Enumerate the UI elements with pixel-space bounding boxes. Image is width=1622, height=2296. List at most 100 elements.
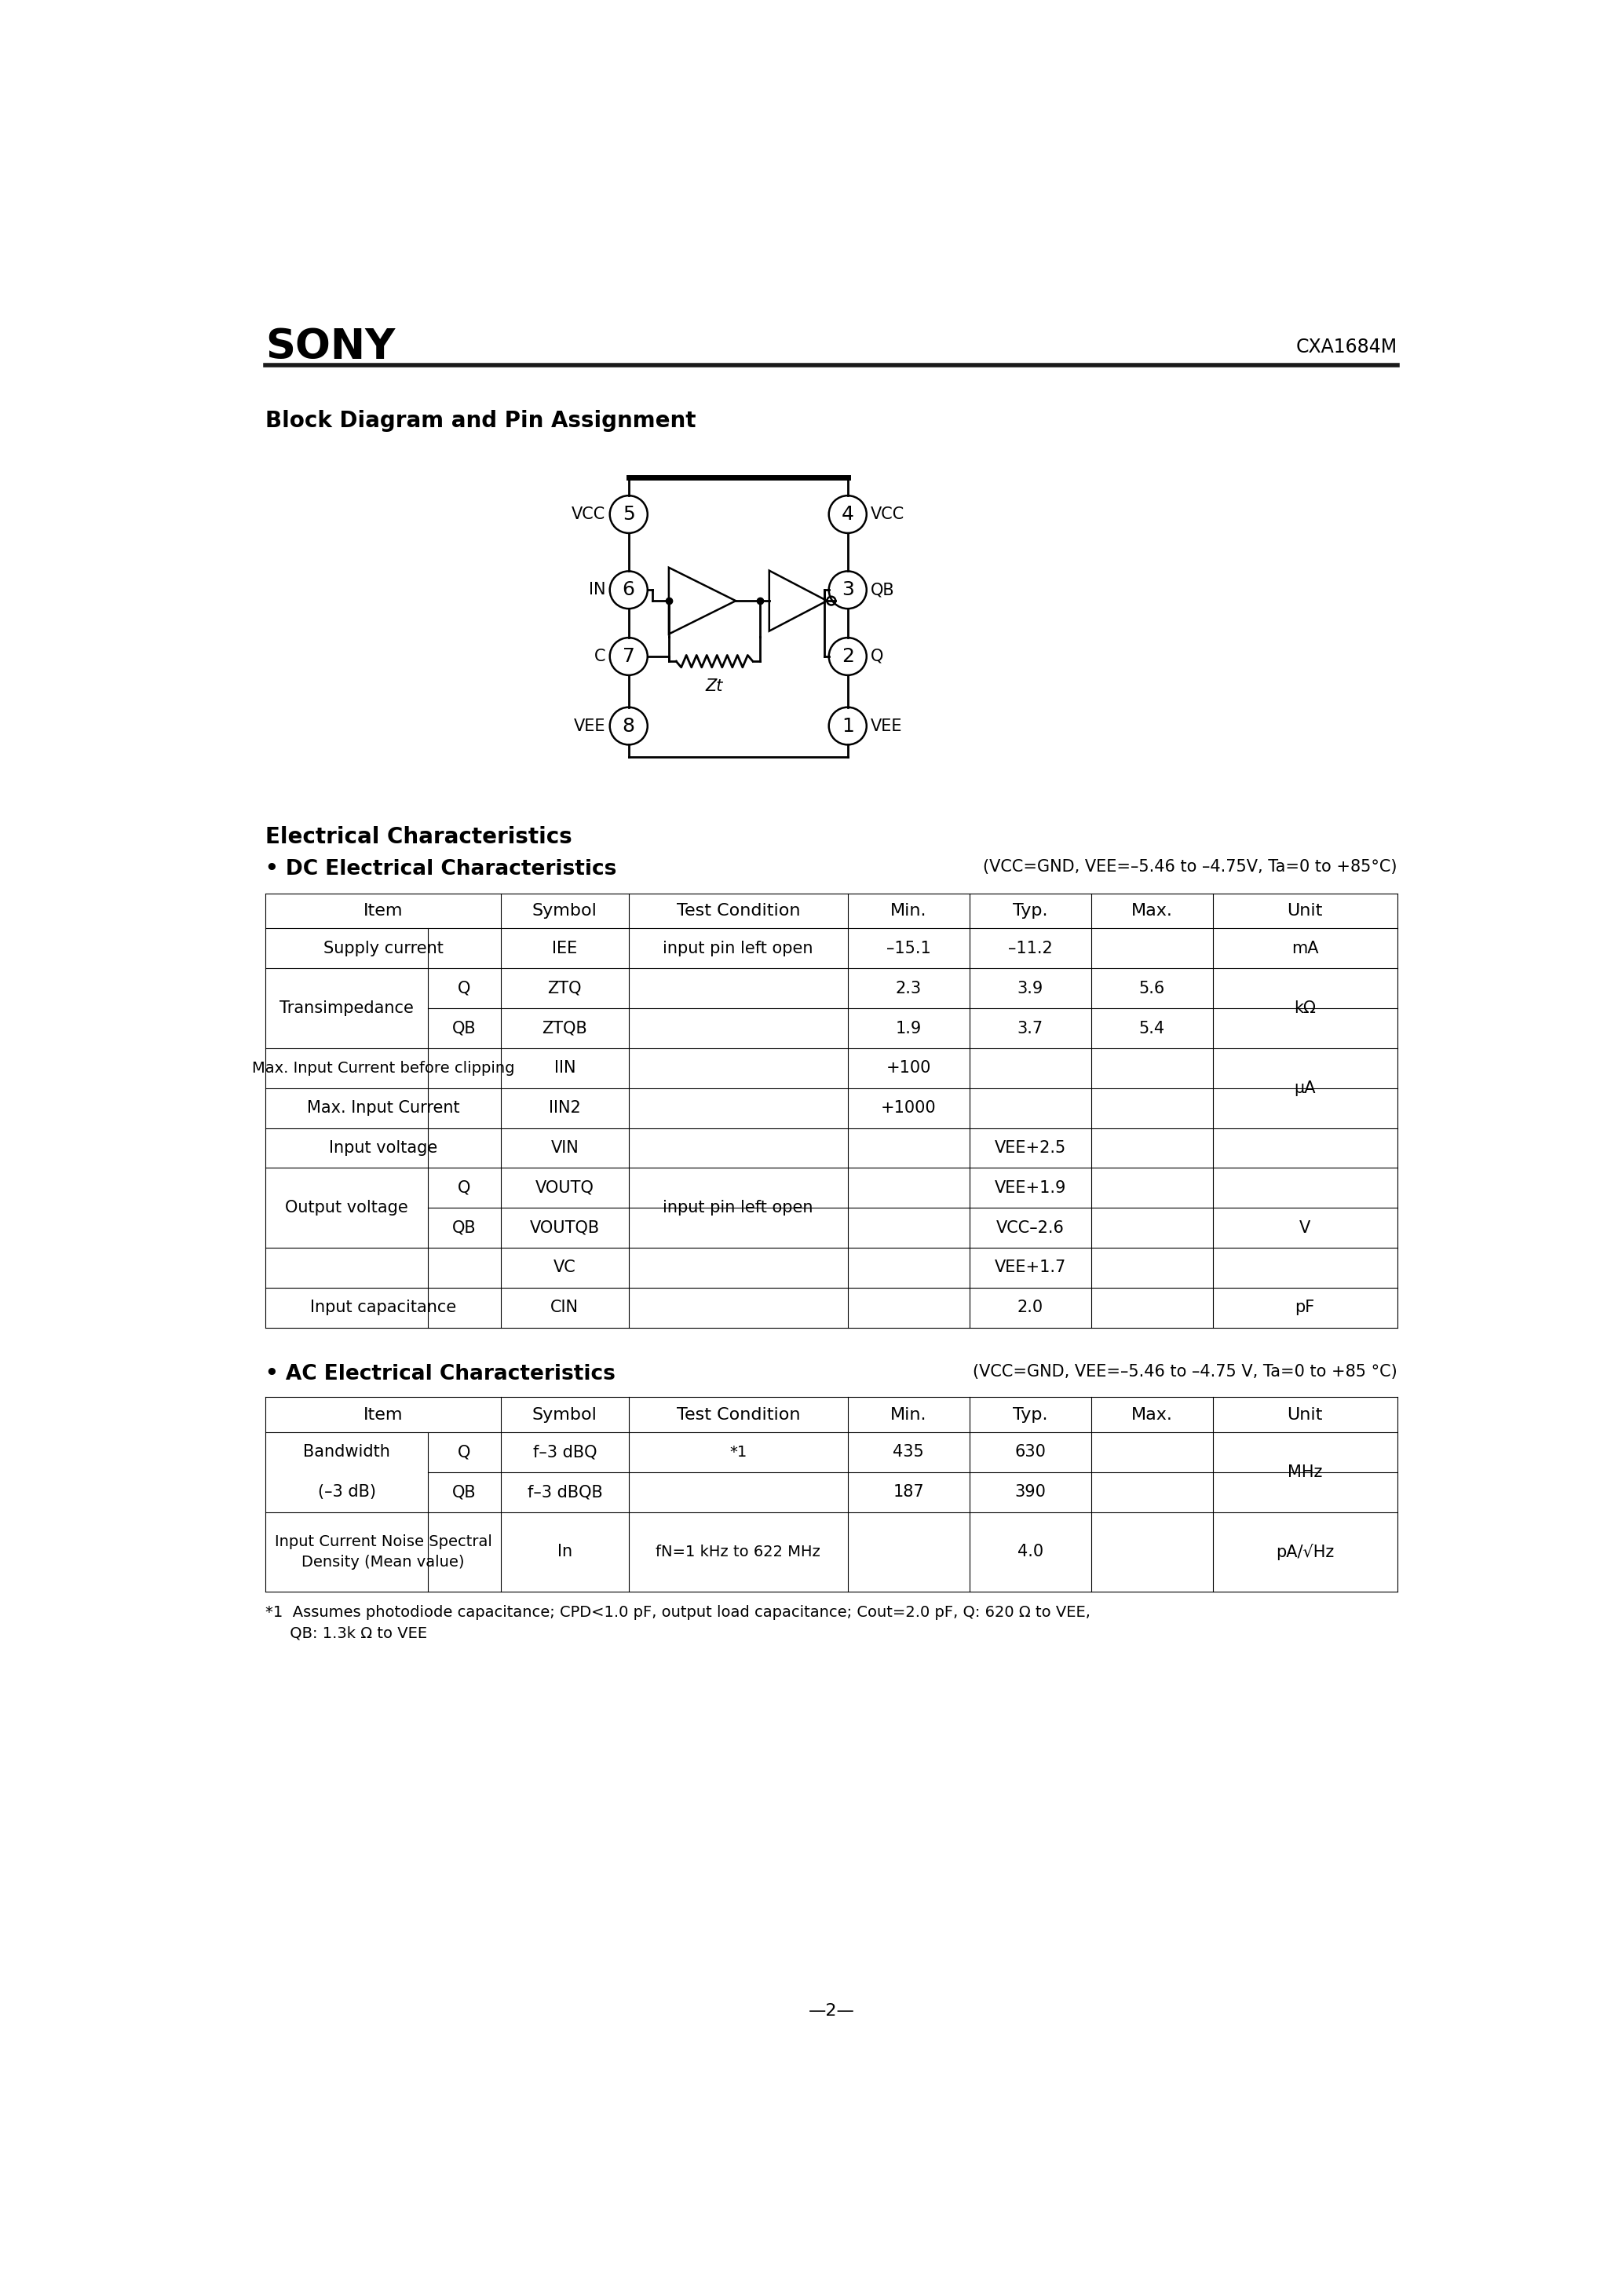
Text: Symbol: Symbol xyxy=(532,1407,597,1424)
Text: In: In xyxy=(558,1543,573,1559)
Text: QB: QB xyxy=(871,583,895,597)
Text: 435: 435 xyxy=(894,1444,925,1460)
Text: f–3 dBQ: f–3 dBQ xyxy=(532,1444,597,1460)
Text: VEE: VEE xyxy=(871,719,902,735)
Text: Zt: Zt xyxy=(706,677,723,693)
Text: Output voltage: Output voltage xyxy=(285,1201,409,1215)
Text: pF: pF xyxy=(1294,1300,1315,1316)
Text: CXA1684M: CXA1684M xyxy=(1296,338,1397,356)
Text: μA: μA xyxy=(1294,1081,1315,1095)
Text: VEE+2.5: VEE+2.5 xyxy=(994,1141,1066,1155)
Text: Min.: Min. xyxy=(890,1407,926,1424)
Text: 6: 6 xyxy=(623,581,634,599)
Text: Unit: Unit xyxy=(1288,902,1324,918)
Text: V: V xyxy=(1299,1219,1311,1235)
Text: (VCC=GND, VEE=–5.46 to –4.75 V, Ta=0 to +85 °C): (VCC=GND, VEE=–5.46 to –4.75 V, Ta=0 to … xyxy=(973,1364,1397,1380)
Text: Max.: Max. xyxy=(1131,1407,1173,1424)
Text: • AC Electrical Characteristics: • AC Electrical Characteristics xyxy=(266,1364,615,1384)
Text: (–3 dB): (–3 dB) xyxy=(318,1483,376,1499)
Text: input pin left open: input pin left open xyxy=(663,1201,813,1215)
Text: 3.9: 3.9 xyxy=(1017,980,1043,996)
Text: SONY: SONY xyxy=(266,326,396,367)
Text: 1.9: 1.9 xyxy=(895,1019,921,1035)
Text: • DC Electrical Characteristics: • DC Electrical Characteristics xyxy=(266,859,616,879)
Text: QB: 1.3k Ω to VEE: QB: 1.3k Ω to VEE xyxy=(266,1626,427,1642)
Text: VEE: VEE xyxy=(574,719,605,735)
Text: VC: VC xyxy=(553,1261,576,1277)
Text: IIN2: IIN2 xyxy=(548,1100,581,1116)
Text: Symbol: Symbol xyxy=(532,902,597,918)
Text: Min.: Min. xyxy=(890,902,926,918)
Text: *1: *1 xyxy=(730,1444,746,1460)
Text: Input capacitance: Input capacitance xyxy=(310,1300,456,1316)
Text: Unit: Unit xyxy=(1288,1407,1324,1424)
Text: Typ.: Typ. xyxy=(1012,1407,1048,1424)
Text: Test Condition: Test Condition xyxy=(676,902,800,918)
Text: QB: QB xyxy=(453,1019,477,1035)
Text: 390: 390 xyxy=(1015,1483,1046,1499)
Text: Bandwidth: Bandwidth xyxy=(303,1444,391,1460)
Text: VCC: VCC xyxy=(871,507,905,521)
Text: VOUTQB: VOUTQB xyxy=(530,1219,600,1235)
Text: 7: 7 xyxy=(623,647,634,666)
Text: f–3 dBQB: f–3 dBQB xyxy=(527,1483,602,1499)
Text: —2—: —2— xyxy=(808,2002,855,2018)
Text: Supply current: Supply current xyxy=(323,941,443,957)
Text: Q: Q xyxy=(457,980,470,996)
Text: Test Condition: Test Condition xyxy=(676,1407,800,1424)
Text: C: C xyxy=(594,647,605,664)
Text: 5.4: 5.4 xyxy=(1139,1019,1165,1035)
Text: 4: 4 xyxy=(842,505,855,523)
Text: 2.3: 2.3 xyxy=(895,980,921,996)
Text: Item: Item xyxy=(363,902,402,918)
Text: VEE+1.7: VEE+1.7 xyxy=(994,1261,1066,1277)
Text: Transimpedance: Transimpedance xyxy=(279,1001,414,1017)
Text: 8: 8 xyxy=(623,716,634,735)
Text: 630: 630 xyxy=(1015,1444,1046,1460)
Text: Max. Input Current: Max. Input Current xyxy=(307,1100,459,1116)
Text: 2: 2 xyxy=(842,647,855,666)
Text: +100: +100 xyxy=(886,1061,931,1077)
Text: IN: IN xyxy=(589,583,605,597)
Text: Max. Input Current before clipping: Max. Input Current before clipping xyxy=(251,1061,514,1075)
Text: mA: mA xyxy=(1291,941,1319,957)
Text: 187: 187 xyxy=(894,1483,925,1499)
Text: 5: 5 xyxy=(623,505,634,523)
Text: Input Current Noise Spectral
Density (Mean value): Input Current Noise Spectral Density (Me… xyxy=(274,1534,491,1570)
Text: Block Diagram and Pin Assignment: Block Diagram and Pin Assignment xyxy=(266,409,696,432)
Text: *1  Assumes photodiode capacitance; CPD<1.0 pF, output load capacitance; Cout=2.: *1 Assumes photodiode capacitance; CPD<1… xyxy=(266,1605,1090,1621)
Text: VIN: VIN xyxy=(551,1141,579,1155)
Text: 1: 1 xyxy=(842,716,853,735)
Text: –15.1: –15.1 xyxy=(886,941,931,957)
Text: VCC: VCC xyxy=(571,507,605,521)
Text: Electrical Characteristics: Electrical Characteristics xyxy=(266,827,573,847)
Text: Input voltage: Input voltage xyxy=(329,1141,438,1155)
Text: input pin left open: input pin left open xyxy=(663,941,813,957)
Text: Max.: Max. xyxy=(1131,902,1173,918)
Text: 3: 3 xyxy=(842,581,853,599)
Text: MHz: MHz xyxy=(1288,1465,1322,1481)
Text: CIN: CIN xyxy=(550,1300,579,1316)
Text: 3.7: 3.7 xyxy=(1017,1019,1043,1035)
Text: Q: Q xyxy=(871,647,884,664)
Text: fN=1 kHz to 622 MHz: fN=1 kHz to 622 MHz xyxy=(655,1545,821,1559)
Text: –11.2: –11.2 xyxy=(1007,941,1053,957)
Text: VOUTQ: VOUTQ xyxy=(535,1180,594,1196)
Text: Item: Item xyxy=(363,1407,402,1424)
Text: Q: Q xyxy=(457,1444,470,1460)
Text: ZTQB: ZTQB xyxy=(542,1019,587,1035)
Text: kΩ: kΩ xyxy=(1294,1001,1315,1017)
Text: (VCC=GND, VEE=–5.46 to –4.75V, Ta=0 to +85°C): (VCC=GND, VEE=–5.46 to –4.75V, Ta=0 to +… xyxy=(983,859,1397,875)
Text: Typ.: Typ. xyxy=(1012,902,1048,918)
Text: pA/√Hz: pA/√Hz xyxy=(1277,1543,1335,1559)
Text: Q: Q xyxy=(457,1180,470,1196)
Text: QB: QB xyxy=(453,1219,477,1235)
Text: VEE+1.9: VEE+1.9 xyxy=(994,1180,1066,1196)
Text: IEE: IEE xyxy=(551,941,577,957)
Text: 2.0: 2.0 xyxy=(1017,1300,1043,1316)
Text: QB: QB xyxy=(453,1483,477,1499)
Text: +1000: +1000 xyxy=(881,1100,936,1116)
Text: ZTQ: ZTQ xyxy=(548,980,582,996)
Text: VCC–2.6: VCC–2.6 xyxy=(996,1219,1064,1235)
Text: 5.6: 5.6 xyxy=(1139,980,1165,996)
